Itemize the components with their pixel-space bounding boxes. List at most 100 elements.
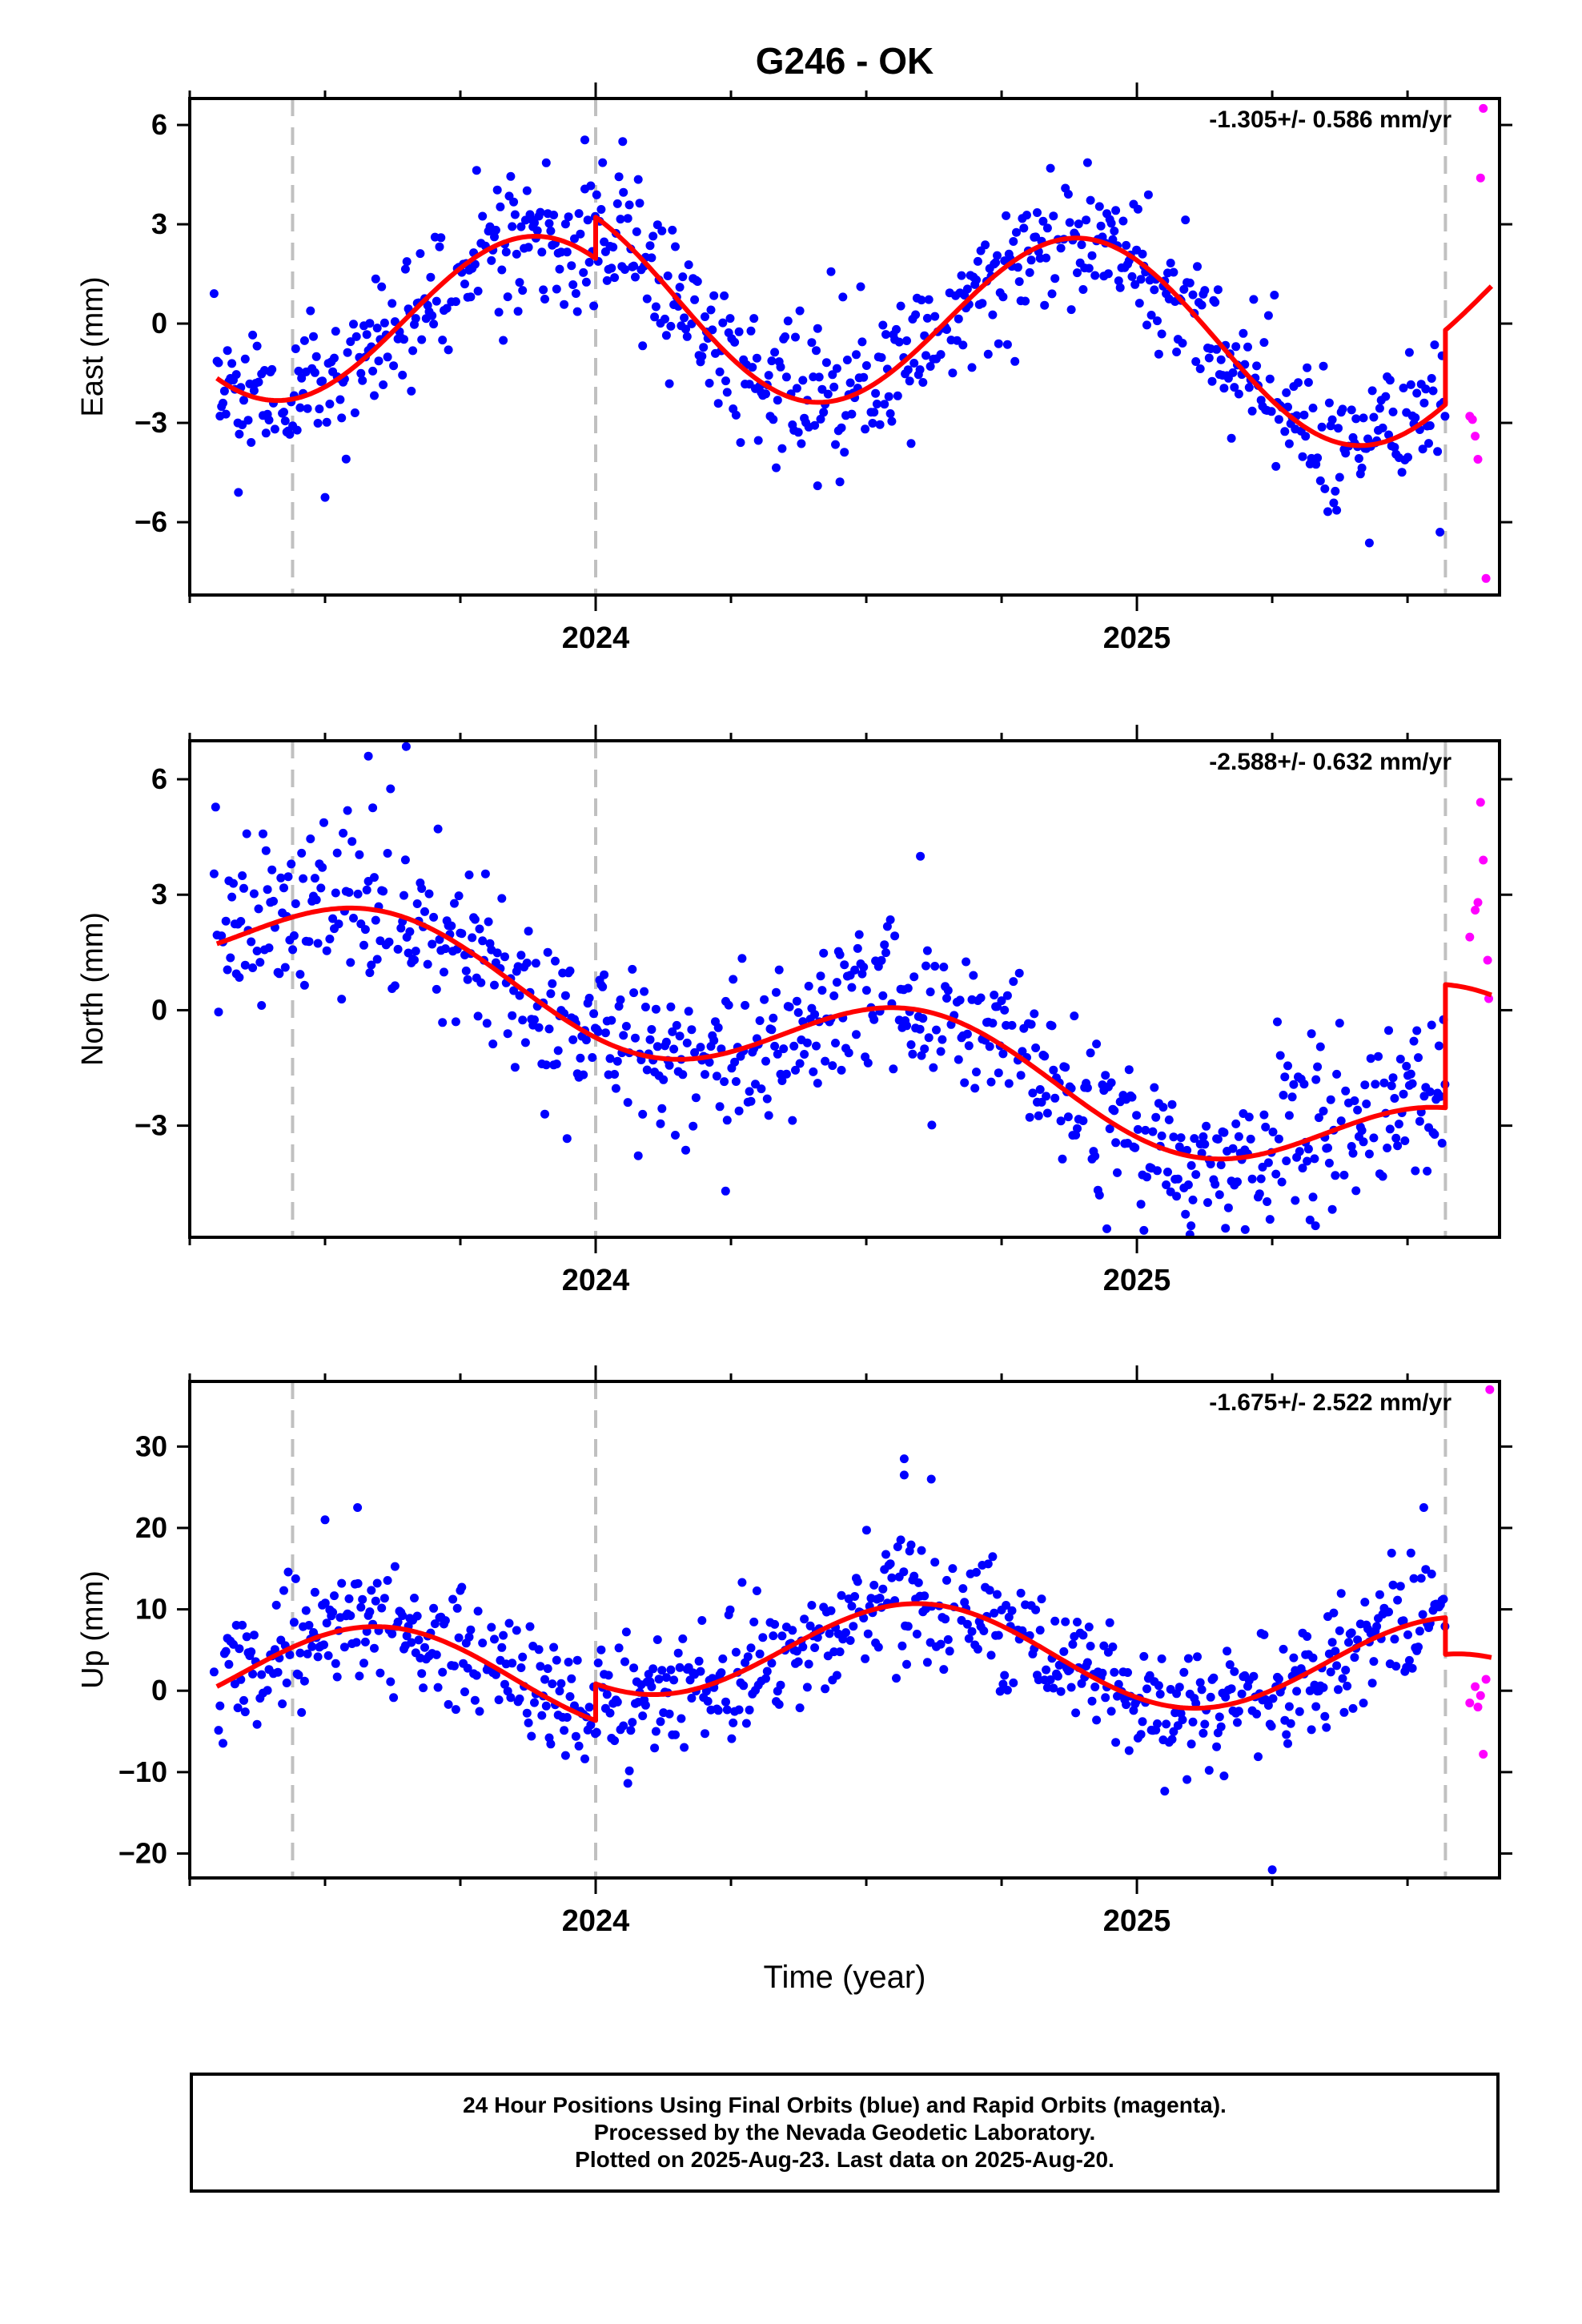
final-orbit-point [1335,1019,1344,1028]
final-orbit-point [648,231,658,241]
final-orbit-point [1173,1174,1182,1184]
final-orbit-point [1162,1180,1171,1189]
final-orbit-point [861,1526,871,1535]
final-orbit-point [379,887,388,896]
final-orbit-point [909,972,919,982]
final-orbit-point [1077,240,1086,250]
final-orbit-point [1407,1663,1417,1673]
final-orbit-point [880,940,889,950]
final-orbit-point [1292,1687,1302,1696]
final-orbit-point [1105,1124,1114,1133]
final-orbit-point [1323,507,1332,517]
final-orbit-point [215,1701,225,1711]
final-orbit-point [929,1063,938,1072]
final-orbit-point [1063,190,1073,199]
final-orbit-point [1393,1595,1403,1605]
final-orbit-point [1206,1160,1215,1168]
final-orbit-point [1188,1195,1198,1204]
final-orbit-point [943,986,953,995]
final-orbit-point [1130,1143,1140,1152]
final-orbit-point [616,215,625,224]
final-orbit-point [882,922,892,931]
final-orbit-point [1412,1026,1422,1035]
final-orbit-point [1132,1111,1142,1120]
final-orbit-point [468,933,477,943]
final-orbit-point [671,1131,680,1140]
final-orbit-point [574,209,584,219]
final-orbit-point [1213,1135,1223,1144]
final-orbit-point [691,1093,701,1103]
final-orbit-point [642,1065,652,1075]
final-orbit-point [926,362,935,371]
final-orbit-point [1310,1154,1319,1164]
final-orbit-point [1406,1069,1415,1079]
final-orbit-point [295,970,305,979]
final-orbit-point [1259,1110,1269,1120]
final-orbit-point [432,296,441,306]
final-orbit-point [930,1558,940,1567]
final-orbit-point [1439,1594,1448,1604]
final-orbit-point [807,1601,817,1610]
final-orbit-point [1142,320,1151,330]
final-orbit-point [645,1035,655,1044]
final-orbit-point [552,1059,561,1069]
final-orbit-point [1059,1647,1069,1656]
final-orbit-point [1343,1681,1352,1691]
final-orbit-point [1000,1671,1010,1680]
final-orbit-point [616,995,625,1004]
final-orbit-point [973,1644,982,1654]
final-orbit-point [773,396,782,405]
y-tick-label: −6 [135,505,167,538]
final-orbit-point [892,324,901,334]
final-orbit-point [1141,1125,1150,1135]
final-orbit-point [1324,1158,1334,1168]
final-orbit-point [494,308,504,317]
final-orbit-point [451,1017,460,1027]
final-orbit-point [430,1619,440,1629]
final-orbit-point [1138,249,1147,259]
final-orbit-point [472,166,481,175]
final-orbit-point [869,408,879,417]
final-orbit-point [828,370,837,380]
final-orbit-point [911,310,921,320]
final-orbit-point [619,187,628,197]
final-orbit-point [705,379,714,388]
final-orbit-point [1419,398,1429,408]
final-orbit-point [362,885,371,895]
final-orbit-point [654,1675,664,1684]
final-orbit-point [1319,1106,1328,1116]
final-orbit-point [913,1578,923,1587]
final-orbit-point [359,1659,368,1668]
final-orbit-point [1026,1019,1036,1029]
final-orbit-point [270,424,279,434]
final-orbit-point [1335,472,1344,482]
panel-frame [188,97,1501,597]
final-orbit-point [400,855,410,865]
final-orbit-point [1252,1709,1262,1719]
final-orbit-point [353,1503,363,1512]
final-orbit-point [731,410,741,420]
y-tick-label: −20 [118,1837,167,1870]
final-orbit-point [816,971,825,981]
final-orbit-point [854,930,864,939]
final-orbit-point [291,1574,300,1583]
final-orbit-point [1359,1137,1368,1147]
final-orbit-point [360,925,370,935]
final-orbit-point [1409,1574,1419,1583]
final-orbit-point [642,294,652,304]
final-orbit-point [607,263,616,273]
rapid-orbit-point [1465,932,1475,942]
final-orbit-point [248,1669,258,1679]
final-orbit-point [1082,215,1091,225]
final-orbit-point [365,968,375,978]
final-orbit-point [1231,342,1241,352]
final-orbit-point [612,1697,622,1707]
final-orbit-point [454,1633,464,1642]
final-orbit-point [1084,263,1094,273]
final-orbit-point [1414,1053,1423,1063]
final-orbit-point [899,1567,909,1577]
final-orbit-point [774,965,784,975]
final-orbit-point [472,1671,481,1680]
final-orbit-point [1440,412,1450,421]
final-orbit-point [758,1633,768,1642]
